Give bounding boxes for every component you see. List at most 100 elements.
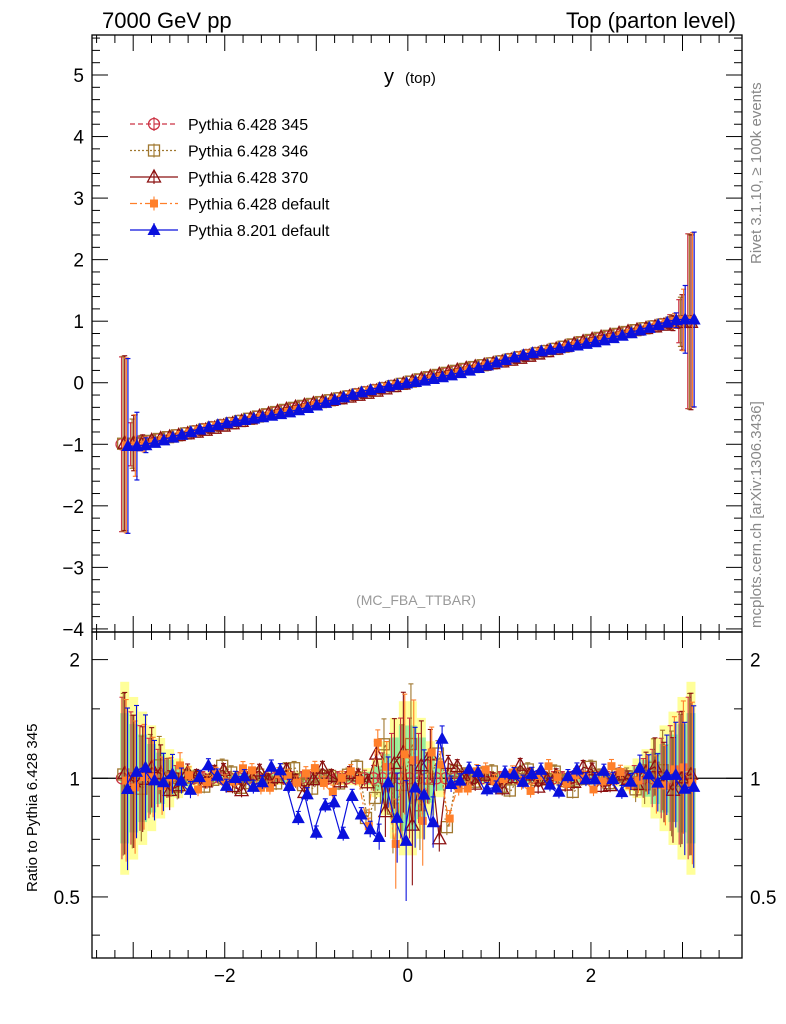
legend-marker xyxy=(147,117,161,131)
y-tick-label: 5 xyxy=(73,66,84,87)
ratio-point xyxy=(391,839,400,848)
ratio-point xyxy=(368,791,382,805)
ratio-point xyxy=(575,758,591,773)
ratio-point xyxy=(147,773,161,786)
ratio-point xyxy=(660,768,674,781)
ratio-point xyxy=(337,773,346,782)
ratio-point xyxy=(247,766,256,775)
ratio-point xyxy=(606,771,620,784)
data-point xyxy=(543,342,557,355)
data-point xyxy=(400,376,414,389)
ratio-point xyxy=(633,760,647,773)
ratio-point xyxy=(203,778,212,787)
ratio-point xyxy=(318,798,332,811)
ratio-y-tick-label-right: 2 xyxy=(750,651,761,672)
ratio-point xyxy=(131,783,140,792)
series-4 xyxy=(121,231,701,534)
legend-label: Pythia 6.428 370 xyxy=(188,170,308,187)
ratio-point xyxy=(345,789,359,802)
ratio-point xyxy=(687,779,701,792)
ratio-point xyxy=(201,758,215,771)
ratio-point xyxy=(661,781,670,790)
ratio-point xyxy=(336,826,350,839)
y-tick-label: 3 xyxy=(73,189,84,210)
ratio-point xyxy=(174,773,188,786)
ratio-point xyxy=(399,833,413,846)
ratio-point xyxy=(499,775,508,784)
ratio-point xyxy=(566,773,582,788)
data-point xyxy=(552,341,566,354)
ratio-point xyxy=(377,803,393,818)
ratio-point xyxy=(535,771,544,780)
ratio-point xyxy=(571,771,580,780)
ratio-point xyxy=(588,772,602,785)
y-tick-label: −2 xyxy=(62,497,84,518)
ratio-point xyxy=(553,773,562,782)
data-point xyxy=(561,339,575,352)
ratio-point xyxy=(282,779,296,792)
legend-marker xyxy=(146,168,162,183)
y-tick-label: −1 xyxy=(62,435,84,456)
ratio-point xyxy=(516,774,530,787)
ratio-point xyxy=(176,761,185,770)
ratio-point xyxy=(413,799,427,812)
y-tick-label: 4 xyxy=(73,128,84,149)
ratio-point xyxy=(544,762,553,771)
legend-marker xyxy=(147,144,161,157)
ratio-point xyxy=(624,774,638,787)
ratio-point xyxy=(525,767,539,780)
ratio-point xyxy=(139,760,153,773)
ratio-point xyxy=(562,779,571,788)
ratio-point xyxy=(561,769,575,782)
y-tick-label: −4 xyxy=(62,620,84,641)
ratio-point xyxy=(463,784,472,793)
ratio-point xyxy=(301,769,310,778)
ratio-point xyxy=(503,784,516,797)
ratio-series-4 xyxy=(121,704,701,902)
ratio-point xyxy=(498,765,512,778)
ratio-point xyxy=(552,784,566,797)
ratio-point xyxy=(417,787,431,800)
ratio-point xyxy=(327,795,341,808)
ratio-point xyxy=(354,807,368,820)
ratio-y-tick-label: 0.5 xyxy=(54,888,80,909)
ratio-point xyxy=(210,768,224,781)
ratio-frame xyxy=(91,631,743,959)
ratio-point xyxy=(593,778,609,793)
y-tick-label: 2 xyxy=(73,251,84,272)
ratio-point xyxy=(355,776,364,785)
mcplots-label: mcplots.cern.ch [arXiv:1306.3436] xyxy=(748,401,765,628)
ratio-point xyxy=(121,782,135,795)
ratio-y-tick-label-right: 0.5 xyxy=(750,888,776,909)
data-point xyxy=(678,312,692,325)
ratio-point xyxy=(458,768,472,781)
rivet-label: Rivet 3.1.10, ≥ 100k events xyxy=(748,82,765,264)
ratio-point xyxy=(233,782,250,797)
ratio-point xyxy=(471,765,485,778)
ratio-point xyxy=(346,767,355,776)
data-point xyxy=(247,411,261,424)
ratio-point xyxy=(467,775,483,790)
ratio-point xyxy=(382,762,391,771)
ratio-point xyxy=(579,772,593,785)
ratio-point xyxy=(194,785,203,794)
ratio-point xyxy=(381,775,395,788)
data-point xyxy=(391,377,405,390)
ratio-point xyxy=(185,771,194,780)
ratio-point xyxy=(418,816,427,825)
ratio-point xyxy=(372,829,386,842)
ratio-point xyxy=(454,784,463,793)
ratio-point xyxy=(440,755,456,770)
header-left: 7000 GeV pp xyxy=(102,8,232,33)
ratio-point xyxy=(404,737,418,751)
ratio-point xyxy=(427,748,436,757)
legend-marker xyxy=(147,223,161,235)
ratio-point xyxy=(314,759,331,774)
data-point xyxy=(256,410,270,423)
ratio-panel: −2 0 2 0.5 0.5 1 1 2 2 xyxy=(54,631,776,987)
ratio-point xyxy=(140,773,149,782)
legend-label: Pythia 6.428 346 xyxy=(188,144,308,161)
data-point xyxy=(382,379,396,392)
ratio-point xyxy=(534,762,548,775)
